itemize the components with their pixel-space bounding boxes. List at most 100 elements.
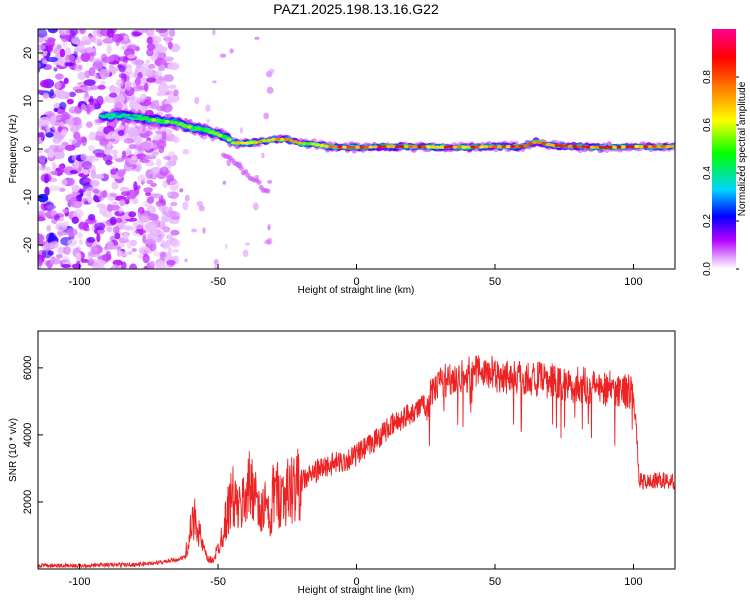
spectrogram-noise-blob [148,63,156,70]
snr-x-tick-label: -100 [69,576,91,588]
spectrogram-noise-blob [138,228,144,236]
spectrogram-noise-blob [157,65,165,72]
spectrogram-noise-blob [254,36,260,40]
spectrogram-ridge-core [350,145,356,150]
spectrogram-noise-blob [38,136,44,145]
spectrogram-ridge-core [550,143,555,147]
spectrogram-noise-blob [46,125,51,133]
spectrogram-noise-blob [77,71,86,81]
spectrogram-noise-blob [69,169,78,175]
spectrogram-noise-blob [89,85,99,91]
spectrogram-noise-blob [119,198,126,207]
spectrogram-ridge-core [470,145,476,149]
spectrogram-ridge-core [271,137,276,141]
spectrogram-noise-blob [191,228,198,233]
spectrogram-ridge-core [665,145,671,149]
spectrogram-ridge-core [306,142,312,146]
spectrogram-ridge-core [395,145,400,149]
spectrogram-noise-blob [165,35,170,45]
spectrogram-noise-blob [137,174,146,182]
spectrogram-noise-blob [57,125,63,133]
spectrogram-noise-blob [131,248,137,253]
spectrogram-noise-blob [117,169,125,178]
spectrogram-noise-blob [115,79,124,88]
spectrogram-noise-blob [172,154,178,163]
spectrogram-x-tick-label: -100 [69,276,91,288]
spectrogram-ridge-core [536,140,542,145]
spectrogram-noise-blob [67,177,75,186]
spectrogram-ridge-core [191,126,197,130]
spectrogram-noise-blob [64,62,74,67]
spectrogram-noise-blob [74,89,83,94]
colorbar-tick-label: 0.4 [702,166,713,180]
snr-x-tick-label: 100 [624,576,642,588]
spectrogram-noise-blob [95,259,105,269]
spectrogram-noise-blob [145,191,152,196]
spectrogram-noise-blob [112,226,120,234]
colorbar-label: Normalized spectral amplitude [737,81,748,216]
spectrogram-noise-blob [224,243,228,250]
spectrogram-ridge-core [598,145,604,150]
spectrogram-ridge-core [248,141,254,145]
spectrogram-noise-blob [213,258,219,266]
spectrogram-noise-blob [79,29,87,35]
spectrogram-noise-blob [150,193,162,199]
spectrogram-ridge-core [412,145,418,149]
spectrogram-noise-blob [65,228,78,237]
spectrogram-noise-blob [113,153,118,160]
spectrogram-noise-blob [136,29,149,34]
spectrogram-noise-blob [96,203,107,208]
spectrogram-ridge-core [492,145,498,149]
spectrogram-noise-blob [61,111,71,122]
spectrogram-noise-blob [172,137,179,144]
spectrogram-noise-blob [143,187,153,193]
spectrogram-noise-blob [149,260,156,267]
spectrogram-noise-blob [75,40,87,46]
spectrogram-ridge-core [647,145,653,149]
spectrogram-noise-blob [211,80,217,84]
spectrogram-noise-blob [118,65,126,73]
spectrogram-noise-blob [106,29,115,38]
spectrogram-ridge-core [567,144,573,148]
spectrogram-ridge-core [266,138,272,142]
spectrogram-noise-blob [138,214,151,223]
spectrogram-ridge-core [399,145,405,149]
spectrogram-noise-blob [85,121,93,128]
spectrogram-ridge-core [275,137,281,141]
spectrogram-noise-blob [55,253,63,259]
spectrogram-noise-blob [99,138,110,146]
spectrogram-noise-blob [105,160,113,165]
spectrogram-noise-blob [144,221,157,232]
snr-y-tick-label: 4000 [22,423,34,447]
spectrogram-noise-blob [166,259,176,265]
spectrogram-noise-blob [81,160,92,170]
spectrogram-noise-blob [45,232,57,243]
spectrogram-noise-blob [78,239,83,245]
spectrogram-noise-blob [72,209,84,219]
spectrogram-ridge-core [430,145,436,149]
spectrogram-ridge-core [328,145,334,149]
spectrogram-noise-blob [213,265,218,269]
spectrogram-ridge-core [532,140,538,144]
spectrogram-noise-blob [162,180,168,189]
spectrogram-noise-blob [167,41,173,50]
spectrogram-noise-blob [170,201,178,207]
spectrogram-ridge-core [390,145,396,149]
spectrogram-ridge-core [151,118,157,122]
spectrogram-ridge-core [364,145,369,149]
spectrogram-noise-blob [128,144,137,150]
spectrogram-noise-blob [194,96,200,104]
spectrogram-noise-blob [166,174,175,182]
spectrogram-ridge-core [138,116,143,120]
spectrogram-noise-blob [50,257,61,265]
spectrogram-noise-blob [254,175,259,179]
spectrogram-ridge-core [652,145,657,149]
spectrogram-noise-blob [128,99,138,110]
spectrogram-noise-blob [229,48,234,54]
spectrogram-noise-blob [49,240,59,249]
spectrogram-ridge-core [324,144,329,148]
spectrogram-ridge-core [497,145,502,149]
spectrogram-noise-blob [166,156,172,161]
spectrogram-noise-blob [212,29,216,36]
spectrogram-noise-blob [159,251,167,257]
